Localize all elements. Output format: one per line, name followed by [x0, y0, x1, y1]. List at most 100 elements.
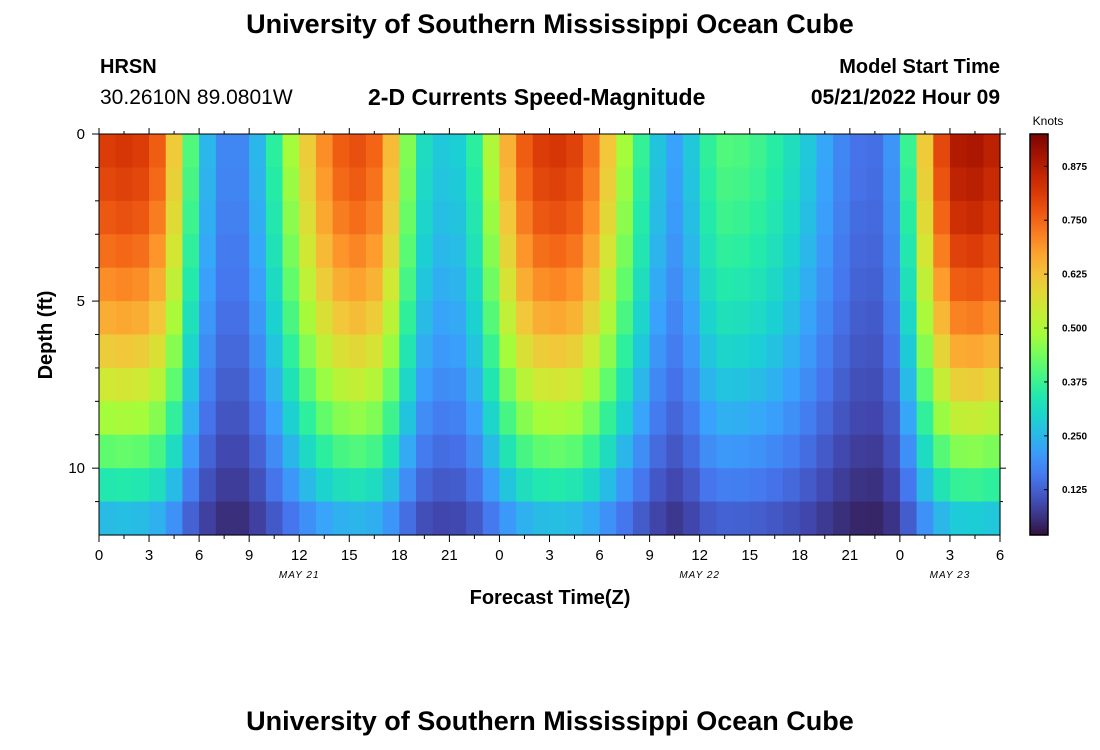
heatmap-cell	[332, 301, 350, 336]
heatmap-cell	[382, 134, 400, 169]
heatmap-cell	[199, 234, 217, 269]
heatmap-cell	[749, 267, 768, 302]
heatmap-cell	[199, 200, 217, 235]
heatmap-cell	[582, 434, 601, 469]
heatmap-cell	[816, 468, 834, 503]
heatmap-cell	[115, 167, 133, 202]
heatmap-cell	[666, 434, 684, 469]
heatmap-cell	[849, 401, 868, 436]
heatmap-cell	[816, 334, 834, 369]
heatmap-cell	[532, 267, 551, 302]
heatmap-cell	[749, 200, 768, 235]
heatmap-cell	[449, 301, 467, 336]
heatmap-cell	[599, 267, 617, 302]
x-tick-label: 9	[245, 547, 253, 564]
heatmap-cell	[449, 501, 467, 536]
heatmap-cell	[482, 468, 501, 503]
heatmap-cell	[666, 501, 684, 536]
heatmap-cell	[833, 267, 851, 302]
heatmap-cell	[282, 334, 300, 369]
heatmap-cell	[949, 501, 968, 536]
x-tick-label: 21	[441, 547, 458, 564]
heatmap-cell	[249, 468, 267, 503]
heatmap-cell	[149, 167, 167, 202]
heatmap-cell	[699, 167, 717, 202]
heatmap-cell	[165, 267, 184, 302]
heatmap-cell	[599, 501, 617, 536]
heatmap-cell	[416, 234, 434, 269]
heatmap-cell	[783, 434, 801, 469]
colorbar-tick-label: 0.500	[1062, 324, 1087, 335]
heatmap-cell	[132, 167, 150, 202]
heatmap-cell	[132, 301, 150, 336]
heatmap-cell	[132, 367, 150, 402]
heatmap-cell	[883, 234, 901, 269]
heatmap-cell	[516, 434, 534, 469]
heatmap-cell	[449, 334, 467, 369]
heatmap-cell	[682, 167, 701, 202]
heatmap-cell	[716, 267, 734, 302]
heatmap-cell	[349, 267, 367, 302]
heatmap-cell	[382, 167, 400, 202]
heatmap-cell	[949, 401, 968, 436]
heatmap-cell	[733, 334, 751, 369]
heatmap-cell	[132, 334, 150, 369]
heatmap-cell	[566, 234, 584, 269]
heatmap-cell	[332, 367, 350, 402]
heatmap-cell	[549, 501, 567, 536]
heatmap-cell	[582, 468, 601, 503]
heatmap-cell	[632, 267, 651, 302]
heatmap-cell	[332, 234, 350, 269]
heatmap-cell	[816, 301, 834, 336]
heatmap-cell	[199, 167, 217, 202]
heatmap-cell	[699, 468, 717, 503]
heatmap-cell	[215, 434, 234, 469]
heatmap-cell	[299, 334, 317, 369]
heatmap-cell	[599, 301, 617, 336]
heatmap-cell	[716, 401, 734, 436]
heatmap-cell	[983, 200, 1001, 235]
heatmap-cell	[199, 334, 217, 369]
heatmap-cell	[199, 501, 217, 536]
heatmap-cell	[299, 367, 317, 402]
heatmap-cell	[449, 167, 467, 202]
heatmap-cell	[349, 367, 367, 402]
heatmap-cell	[966, 267, 984, 302]
heatmap-cell	[516, 167, 534, 202]
heatmap-cell	[215, 167, 234, 202]
heatmap-cell	[716, 434, 734, 469]
heatmap-cell	[299, 267, 317, 302]
heatmap-cell	[282, 301, 300, 336]
heatmap-cell	[332, 501, 350, 536]
heatmap-cell	[332, 134, 350, 169]
heatmap-cell	[115, 200, 133, 235]
heatmap-cell	[349, 434, 367, 469]
heatmap-cell	[182, 434, 200, 469]
heatmap-cell	[482, 401, 501, 436]
heatmap-cell	[716, 200, 734, 235]
x-tick-label: 6	[195, 547, 203, 564]
heatmap-cell	[299, 234, 317, 269]
heatmap-cell	[165, 200, 184, 235]
heatmap-cell	[582, 234, 601, 269]
heatmap-cell	[232, 234, 250, 269]
heatmap-cell	[733, 468, 751, 503]
heatmap-cell	[566, 401, 584, 436]
heatmap-cell	[265, 468, 284, 503]
heatmap-cell	[866, 501, 884, 536]
heatmap-cell	[299, 434, 317, 469]
heatmap-cell	[265, 200, 284, 235]
heatmap-cell	[733, 200, 751, 235]
heatmap-cell	[432, 200, 450, 235]
heatmap-cell	[165, 501, 184, 536]
heatmap-cell	[482, 267, 501, 302]
heatmap-cell	[833, 434, 851, 469]
heatmap-cell	[632, 501, 651, 536]
y-tick-label: 5	[77, 293, 85, 310]
heatmap-cell	[99, 301, 117, 336]
heatmap-cell	[966, 401, 984, 436]
heatmap-cell	[566, 167, 584, 202]
heatmap-cell	[816, 501, 834, 536]
heatmap-cell	[949, 200, 968, 235]
heatmap-cell	[933, 401, 951, 436]
